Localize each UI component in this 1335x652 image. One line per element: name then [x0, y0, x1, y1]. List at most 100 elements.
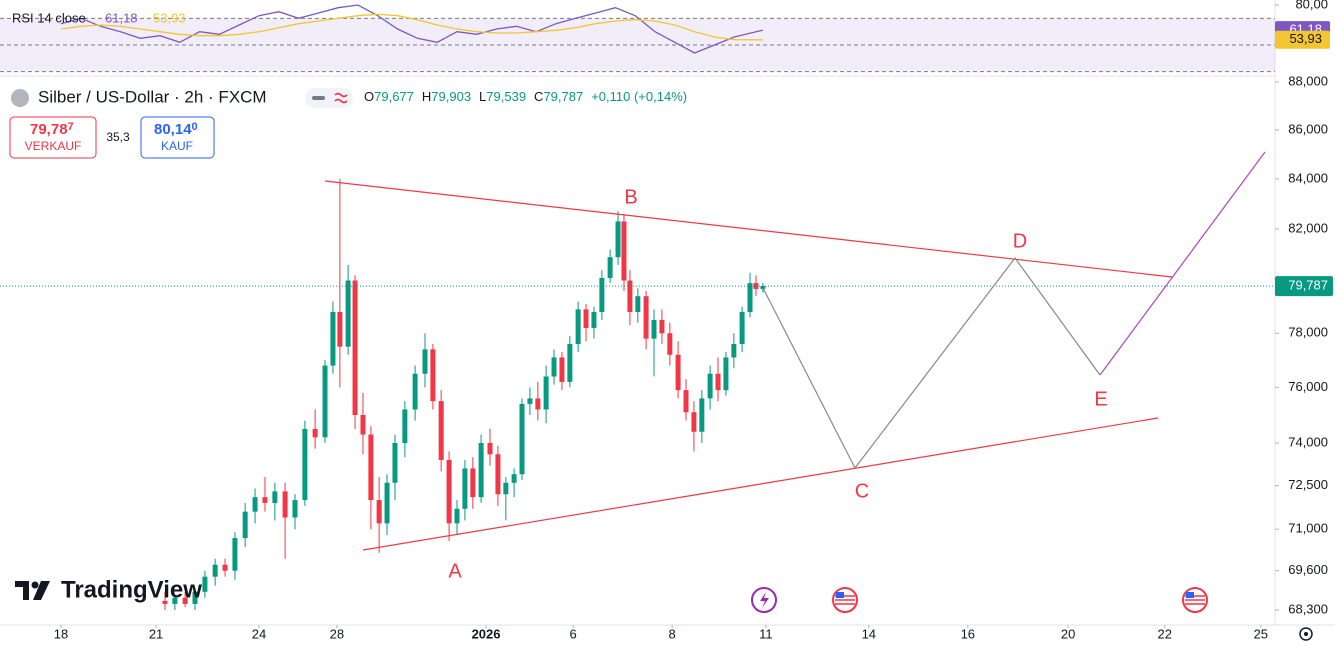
- ohlc-key: C: [534, 89, 543, 104]
- logo-mark: [33, 581, 50, 600]
- candle-body: [402, 409, 408, 443]
- sell-button[interactable]: [9, 116, 97, 159]
- candle-body: [635, 296, 641, 313]
- candle-body: [384, 482, 390, 524]
- drawings: [324, 151, 1266, 551]
- candle-body: [470, 468, 476, 498]
- candle-body: [302, 428, 308, 501]
- candle-body: [535, 398, 541, 410]
- x-tick-label: 14: [862, 626, 876, 641]
- candle-body: [446, 459, 452, 524]
- status-icon: [312, 96, 325, 100]
- event-icon-bolt: [760, 592, 769, 608]
- ohlc-value: 79,787: [543, 89, 583, 104]
- ohlc-key: L: [479, 89, 486, 104]
- ohlc-key: O: [364, 89, 374, 104]
- candle-body: [337, 312, 343, 347]
- y-tick-label: 80,00: [1295, 0, 1328, 11]
- y-tick-label: 74,000: [1288, 434, 1328, 449]
- rsi-value: 61,18: [105, 10, 138, 25]
- candle-body: [615, 221, 621, 258]
- rsi-tag-label: 53,93: [1289, 31, 1322, 46]
- y-tick-label: 84,000: [1288, 170, 1328, 185]
- y-tick-label: 68,300: [1288, 601, 1328, 616]
- buy-button[interactable]: [140, 116, 215, 159]
- candle-body: [583, 309, 589, 328]
- x-tick-label: 22: [1158, 626, 1172, 641]
- x-tick-label: 25: [1254, 626, 1268, 641]
- wave-label: D: [1013, 230, 1027, 252]
- x-tick-label: 16: [961, 626, 975, 641]
- buy-price: 80,140: [154, 121, 198, 138]
- wave-label: E: [1094, 388, 1107, 410]
- candle-body: [360, 415, 366, 435]
- candle-body: [454, 508, 460, 524]
- candle-body: [667, 333, 673, 355]
- candle-body: [487, 442, 493, 455]
- x-tick-label: 8: [669, 626, 676, 641]
- candle-body: [731, 343, 737, 358]
- candle-body: [519, 403, 525, 475]
- candle-body: [202, 576, 208, 592]
- y-tick-label: 72,500: [1288, 477, 1328, 492]
- buy-price-digit: 0: [192, 121, 198, 133]
- candle-body: [599, 277, 605, 313]
- y-tick-label: 71,000: [1288, 521, 1328, 536]
- main-pane: 68,300 69,600 71,000 72,500 74,000 76,000 78,0…: [0, 73, 1333, 641]
- candle-body: [511, 474, 517, 483]
- y-tick-label: 82,000: [1288, 221, 1328, 236]
- symbol-title[interactable]: Silber / US-Dollar · 2h · FXCM: [38, 87, 267, 106]
- x-tick-label: 24: [252, 626, 266, 641]
- projection-breakout: [1099, 151, 1266, 376]
- settings-button[interactable]: [1299, 627, 1313, 641]
- ohlc-value: 79,677: [374, 89, 414, 104]
- candle-body: [192, 591, 198, 604]
- status-pill[interactable]: [305, 88, 353, 108]
- candle-body: [683, 390, 689, 413]
- candle-body: [252, 497, 258, 512]
- event-flag-canton: [1186, 592, 1194, 598]
- candle-body: [272, 491, 278, 503]
- candle-body: [232, 538, 238, 571]
- candle-body: [607, 257, 613, 278]
- candle-body: [262, 497, 268, 503]
- candle-body: [162, 600, 168, 604]
- status-icon: [334, 92, 348, 104]
- candle-body: [503, 482, 509, 495]
- candle-body: [242, 511, 248, 539]
- candle-body: [723, 357, 729, 391]
- event-flag-canton: [836, 592, 844, 598]
- y-tick-label: 86,000: [1288, 121, 1328, 136]
- buy-price-main: 80,14: [154, 121, 192, 138]
- candle-body: [292, 500, 298, 518]
- rsi-line: [60, 13, 763, 41]
- y-tick-label: 88,000: [1288, 73, 1328, 88]
- last-price-label: 79,787: [1288, 278, 1328, 293]
- candle-body: [739, 312, 745, 344]
- candle-body: [575, 309, 581, 344]
- candle-body: [675, 354, 681, 391]
- x-tick-label: 2026: [472, 626, 501, 641]
- sell-price-main: 79,78: [30, 121, 68, 138]
- candle-body: [543, 376, 549, 410]
- candle-body: [747, 283, 753, 313]
- candle-body: [527, 398, 533, 404]
- x-tick-label: 21: [149, 626, 163, 641]
- candle-body: [322, 365, 328, 438]
- candle-body: [422, 349, 428, 374]
- candle-body: [643, 296, 649, 339]
- settings-icon: [1304, 632, 1308, 636]
- ohlc-legend: O79,677 H79,903 L79,539 C79,787 +0,110 (+0,1…: [364, 89, 687, 104]
- candle-body: [412, 373, 418, 410]
- candle-body: [430, 349, 436, 402]
- candle-body: [182, 597, 188, 604]
- rsi-line: [60, 4, 764, 54]
- candle-body: [567, 343, 573, 382]
- logo-mark: [15, 581, 29, 600]
- candle-body: [551, 357, 557, 377]
- candle-body: [462, 468, 468, 509]
- symbol-icon[interactable]: [11, 89, 29, 107]
- candle-body: [478, 442, 484, 498]
